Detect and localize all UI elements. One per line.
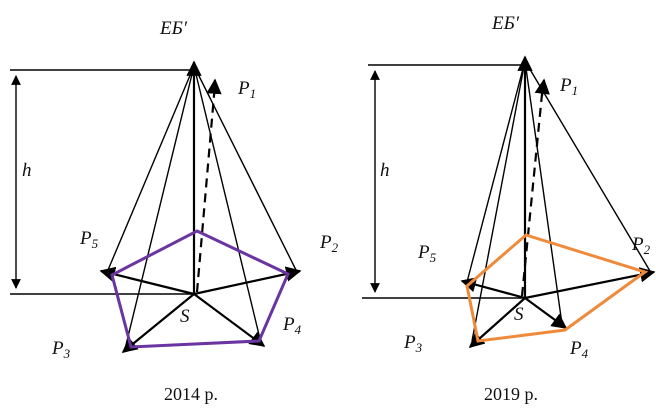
dashed-s-p1 (195, 83, 217, 293)
edge-apex-p3 (471, 60, 526, 342)
vector-s-p4 (524, 297, 568, 329)
caption-2019: 2019 р. (484, 384, 538, 404)
edge-apex-p3 (124, 65, 195, 350)
label-p2: P2 (631, 234, 651, 257)
height-label: h (22, 160, 32, 181)
apex-label: ЕБ′ (159, 18, 188, 39)
diagram-2014: ЕБ′ h P1 P2 P3 P4 P5 S 2014 р. (10, 18, 339, 404)
vector-s-p3 (121, 293, 195, 353)
label-s: S (180, 306, 190, 327)
label-p3: P3 (403, 332, 423, 355)
polygon-2014 (110, 229, 290, 349)
vector-s-p4 (193, 293, 266, 347)
label-p1: P1 (237, 78, 256, 101)
vector-s-p3 (468, 297, 526, 349)
polygon-2019 (465, 233, 649, 343)
edge-apex-p4 (193, 65, 262, 344)
vector-s-p5 (460, 277, 526, 300)
caption-2014: 2014 р. (164, 384, 218, 404)
arrow-p1 (534, 78, 550, 97)
height-label: h (380, 160, 390, 181)
label-p2: P2 (319, 232, 339, 255)
dashed-s-p1 (520, 83, 545, 297)
edge-apex-p5 (107, 65, 195, 271)
label-p4: P4 (569, 338, 589, 361)
label-p5: P5 (417, 242, 437, 265)
label-p1: P1 (559, 75, 578, 98)
edge-apex-p2 (524, 60, 651, 272)
label-s: S (514, 304, 524, 325)
label-p3: P3 (51, 338, 71, 361)
diagram-2019: ЕБ′ h P1 P2 P3 P4 P5 S 2019 р. (362, 13, 656, 404)
edge-apex-p5 (466, 60, 526, 283)
apex-label: ЕБ′ (491, 13, 520, 34)
vector-s-p2 (524, 267, 656, 300)
vector-s-p2 (193, 266, 302, 296)
label-p4: P4 (282, 314, 302, 337)
edge-apex-p4 (524, 60, 563, 325)
arrow-p1 (206, 78, 222, 95)
label-p5: P5 (79, 228, 99, 251)
vector-s-p5 (99, 266, 195, 296)
edge-apex-p2 (193, 65, 298, 273)
